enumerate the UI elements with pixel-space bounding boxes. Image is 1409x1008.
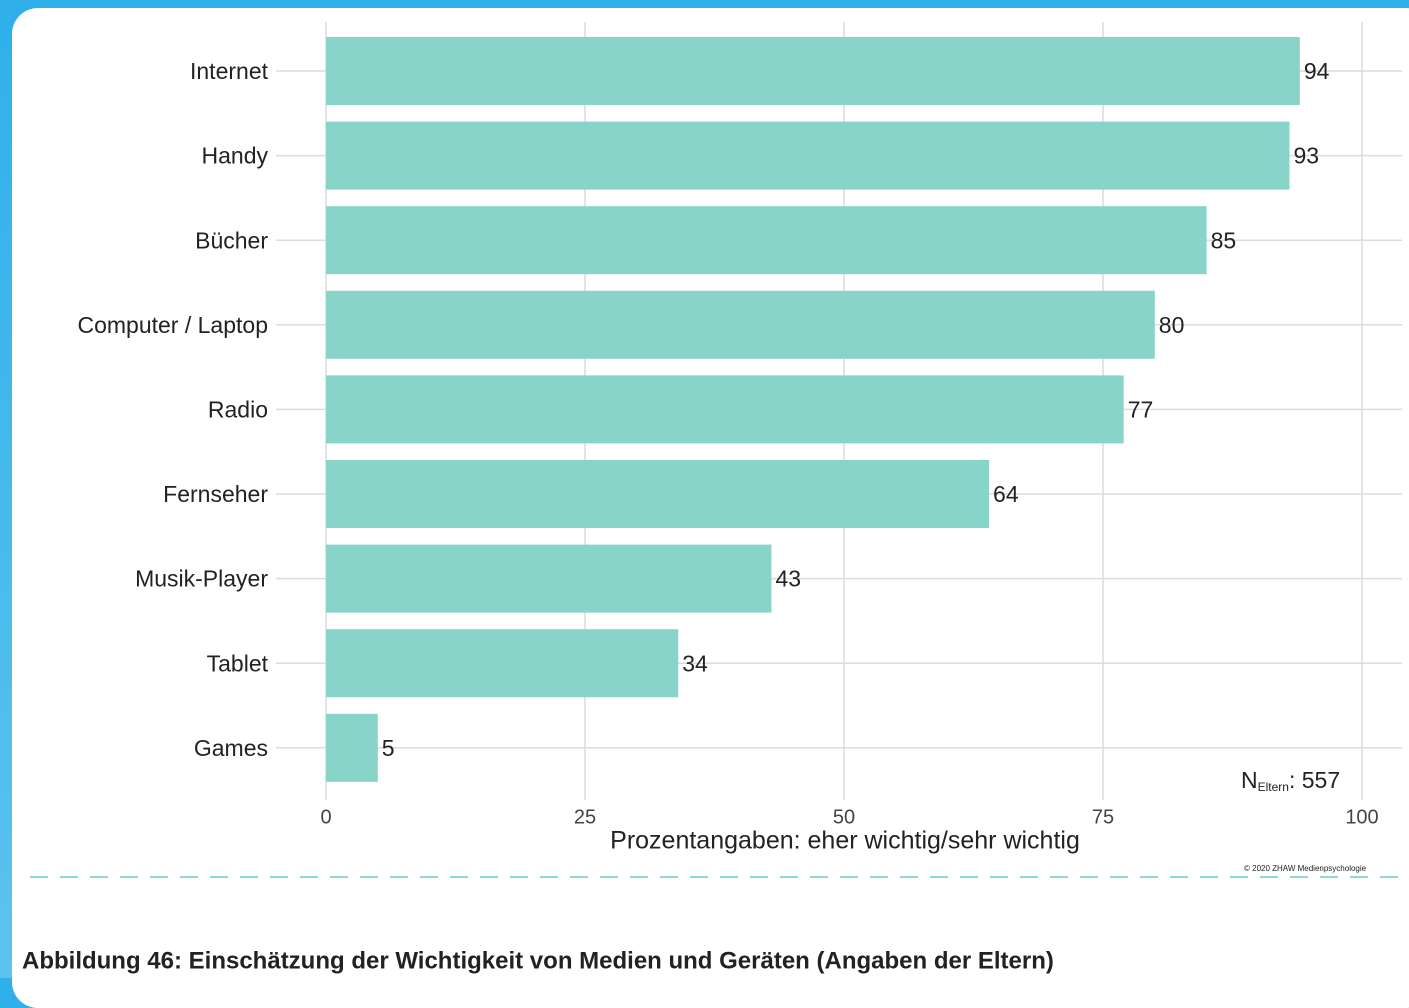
y-tick-label: Internet (190, 58, 269, 84)
x-axis-title: Prozentangaben: eher wichtig/sehr wichti… (610, 827, 1080, 855)
copyright: © 2020 ZHAW Medienpsychologie (1244, 864, 1367, 873)
bar (326, 37, 1300, 105)
bar (326, 206, 1207, 275)
data-label: 80 (1159, 312, 1185, 338)
data-label: 34 (682, 650, 708, 676)
annotation-main: N (1241, 767, 1258, 793)
data-label: 43 (775, 566, 801, 592)
y-tick-label: Musik-Player (135, 566, 268, 592)
y-tick-label: Handy (202, 143, 269, 169)
bar (326, 460, 990, 528)
bar (326, 629, 679, 698)
annotation-sub: Eltern (1258, 780, 1289, 794)
y-tick-label: Fernseher (163, 481, 268, 507)
x-tick-label: 0 (320, 806, 331, 828)
annotation-rest: : 557 (1289, 767, 1340, 793)
chart: Prozentangaben: eher wichtig/sehr wichti… (22, 22, 1409, 974)
bar (326, 713, 378, 782)
bar (326, 121, 1290, 190)
bar (326, 375, 1124, 444)
x-tick-label: 100 (1345, 806, 1378, 828)
data-label: 93 (1293, 143, 1319, 169)
data-label: 94 (1304, 58, 1330, 84)
bar (326, 544, 772, 613)
data-label: 77 (1128, 396, 1154, 422)
y-tick-label: Games (194, 735, 268, 761)
data-label: 64 (993, 481, 1019, 507)
bar (326, 290, 1155, 359)
annotation: NEltern: 557 (1241, 767, 1340, 794)
data-label: 85 (1211, 227, 1237, 253)
x-tick-label: 75 (1092, 806, 1114, 828)
x-tick-label: 50 (833, 806, 855, 828)
y-tick-label: Tablet (207, 650, 269, 676)
y-tick-label: Computer / Laptop (77, 312, 268, 338)
caption: Abbildung 46: Einschätzung der Wichtigke… (22, 947, 1054, 974)
y-tick-label: Radio (208, 396, 268, 422)
y-tick-label: Bücher (195, 227, 268, 253)
x-tick-label: 25 (574, 806, 596, 828)
data-label: 5 (382, 735, 395, 761)
